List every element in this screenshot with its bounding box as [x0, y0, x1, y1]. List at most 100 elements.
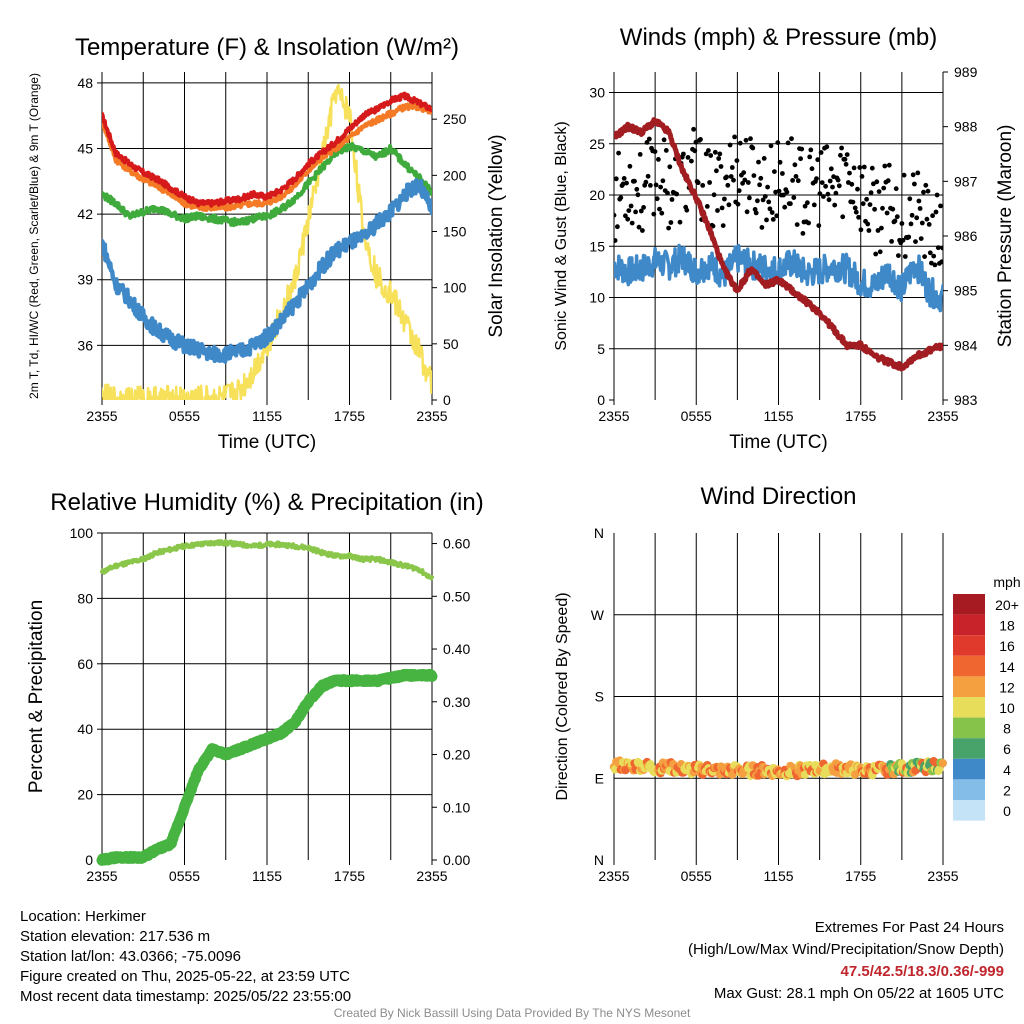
gust-point [858, 227, 864, 233]
x-tick-label: 0555 [681, 868, 712, 884]
gust-point [901, 172, 907, 178]
gust-point [816, 223, 822, 229]
gust-point [614, 176, 619, 182]
legend-label: 16 [999, 638, 1015, 654]
x-tick-label: 1755 [334, 868, 365, 884]
y2-tick-label: 0.00 [443, 852, 470, 868]
gust-point [658, 184, 663, 190]
x-tick-label: 2355 [416, 868, 447, 884]
gust-point [741, 170, 747, 176]
gust-point [719, 205, 725, 211]
legend-swatch [953, 655, 985, 677]
gust-point [836, 183, 842, 189]
gust-point [761, 156, 767, 161]
gust-point [835, 177, 841, 183]
gust-point [900, 237, 906, 243]
gust-point [732, 134, 737, 140]
x-tick-label: 0555 [681, 408, 712, 424]
gust-point [808, 147, 814, 153]
gust-point [791, 195, 797, 201]
gust-point [824, 144, 830, 150]
station-info: Location: Herkimer Station elevation: 21… [20, 907, 351, 1007]
y2-tick-label: 250 [443, 111, 467, 127]
gust-point [934, 192, 940, 198]
gust-point [636, 224, 642, 230]
gust-point [881, 185, 887, 191]
credit-text: Created By Nick Bassill Using Data Provi… [333, 1006, 691, 1020]
gust-point [736, 188, 742, 194]
y2-tick-label: 986 [954, 228, 978, 244]
y-tick-label: E [595, 770, 604, 786]
y2-tick-label: 100 [443, 280, 467, 296]
gust-point [795, 178, 801, 184]
series-hi-wc [102, 178, 432, 364]
series-precipitation [96, 668, 438, 866]
gust-point [800, 231, 806, 236]
y-tick-label: 15 [589, 238, 605, 254]
y2-tick-label: 985 [954, 283, 978, 299]
panel-winds: 2355 0555 1155 1755 235505101520253098398498… [553, 24, 1016, 453]
gust-point [776, 188, 782, 194]
gust-point [864, 196, 869, 202]
y2-tick-label: 0.20 [443, 747, 470, 763]
legend-swatch [953, 614, 985, 636]
series-group [614, 117, 943, 372]
gust-point [855, 186, 860, 192]
gust-point [666, 225, 671, 231]
gust-point [720, 223, 726, 229]
gust-point [924, 216, 930, 222]
gust-point [902, 254, 908, 259]
y-axis-label: Percent & Precipitation [26, 600, 47, 793]
x-tick-label: 1755 [845, 408, 876, 424]
gust-point [643, 179, 649, 185]
gust-point [939, 259, 943, 265]
y2-tick-label: 0.10 [443, 799, 470, 815]
gust-point [715, 208, 720, 213]
gust-point [906, 234, 912, 240]
gust-point [935, 245, 941, 251]
gust-point [850, 199, 856, 205]
gust-point [869, 165, 875, 171]
x-tick-label: 1155 [252, 868, 282, 884]
gust-point [614, 212, 617, 218]
y-tick-label: W [591, 607, 605, 623]
gust-point [788, 201, 793, 207]
legend-swatch [953, 697, 985, 718]
gust-point [868, 190, 874, 196]
y2-tick-label: 989 [954, 64, 978, 80]
y-tick-label: 25 [589, 136, 605, 152]
legend-swatch [953, 717, 985, 739]
gust-point [769, 210, 775, 215]
gust-point [930, 213, 935, 219]
gust-point [856, 214, 861, 220]
gust-point [638, 208, 644, 214]
legend-swatch [953, 800, 985, 821]
gust-point [792, 162, 798, 168]
y-tick-label: 42 [77, 206, 93, 222]
x-tick-label: 1755 [334, 408, 365, 424]
gust-point [817, 191, 823, 197]
gust-point [793, 174, 799, 179]
gust-point [743, 137, 749, 143]
gust-point [656, 157, 661, 162]
gust-point [852, 205, 858, 211]
gust-point [877, 249, 883, 255]
gust-point [912, 181, 917, 187]
x-tick-label: 1755 [845, 868, 876, 884]
y-axis-label: Direction (Colored By Speed) [554, 592, 571, 800]
x-tick-label: 2355 [598, 868, 629, 884]
x-tick-label: 0555 [169, 408, 200, 424]
y2-tick-label: 983 [954, 392, 978, 408]
gust-point [830, 184, 835, 190]
gust-point [759, 225, 765, 230]
gust-point [712, 149, 718, 155]
gust-point [853, 209, 859, 215]
y-tick-label: 10 [589, 290, 605, 306]
y2-tick-label: 984 [954, 337, 978, 353]
gust-point [847, 170, 852, 176]
y2-tick-label: 0.30 [443, 694, 470, 710]
legend-swatch [953, 594, 985, 615]
gust-point [823, 183, 828, 189]
gust-point [762, 194, 768, 199]
